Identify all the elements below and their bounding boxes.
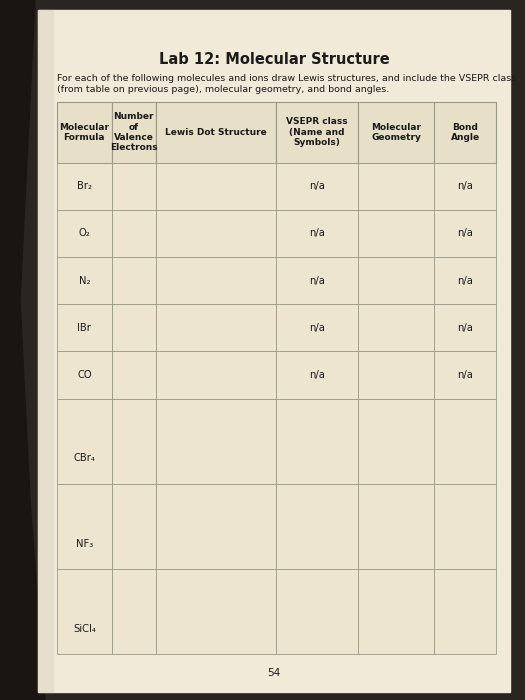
Bar — [276, 351, 358, 399]
Text: (from table on previous page), molecular geometry, and bond angles.: (from table on previous page), molecular… — [57, 85, 389, 94]
Bar — [276, 399, 358, 484]
Text: Bond
Angle: Bond Angle — [450, 122, 480, 142]
Bar — [434, 569, 496, 654]
Text: n/a: n/a — [457, 228, 473, 239]
Bar — [57, 304, 112, 351]
Bar — [155, 162, 276, 210]
Bar — [38, 10, 510, 692]
Text: n/a: n/a — [309, 323, 325, 333]
Bar — [358, 162, 434, 210]
Text: Number
of
Valence
Electrons: Number of Valence Electrons — [110, 112, 158, 153]
Bar — [57, 569, 112, 654]
Bar — [358, 257, 434, 304]
Text: n/a: n/a — [457, 370, 473, 380]
Bar — [112, 210, 155, 257]
Text: CBr₄: CBr₄ — [74, 454, 95, 463]
Text: Lab 12: Molecular Structure: Lab 12: Molecular Structure — [159, 52, 390, 67]
Bar — [112, 569, 155, 654]
Bar — [155, 257, 276, 304]
Bar — [358, 569, 434, 654]
Bar — [434, 162, 496, 210]
Bar — [57, 257, 112, 304]
Bar — [57, 162, 112, 210]
Text: Molecular
Geometry: Molecular Geometry — [371, 122, 421, 142]
Bar — [155, 304, 276, 351]
Text: N₂: N₂ — [79, 276, 90, 286]
Bar — [358, 484, 434, 569]
Bar — [155, 102, 276, 162]
Bar — [276, 102, 358, 162]
Polygon shape — [0, 0, 45, 700]
Text: 54: 54 — [267, 668, 281, 678]
Bar — [112, 399, 155, 484]
Bar — [358, 304, 434, 351]
Text: VSEPR class
(Name and
Symbols): VSEPR class (Name and Symbols) — [286, 118, 348, 147]
Bar — [276, 210, 358, 257]
Polygon shape — [38, 10, 53, 692]
Text: n/a: n/a — [309, 181, 325, 191]
Bar — [112, 484, 155, 569]
Text: n/a: n/a — [309, 370, 325, 380]
Text: NF₃: NF₃ — [76, 539, 93, 549]
Bar — [276, 569, 358, 654]
Text: CO: CO — [77, 370, 92, 380]
Bar — [358, 102, 434, 162]
Bar — [358, 399, 434, 484]
Bar — [57, 484, 112, 569]
Bar — [57, 102, 112, 162]
Bar — [112, 162, 155, 210]
Bar — [112, 102, 155, 162]
Text: Lewis Dot Structure: Lewis Dot Structure — [165, 128, 267, 136]
Bar — [57, 399, 112, 484]
Bar — [358, 210, 434, 257]
Text: n/a: n/a — [309, 276, 325, 286]
Bar — [57, 351, 112, 399]
Bar — [155, 569, 276, 654]
Bar — [434, 257, 496, 304]
Bar — [276, 304, 358, 351]
Bar — [112, 351, 155, 399]
Bar — [434, 102, 496, 162]
Bar — [276, 257, 358, 304]
Text: n/a: n/a — [457, 181, 473, 191]
Bar — [276, 484, 358, 569]
Bar — [434, 484, 496, 569]
Bar — [57, 210, 112, 257]
Text: IBr: IBr — [77, 323, 91, 333]
Text: n/a: n/a — [309, 228, 325, 239]
Bar — [358, 351, 434, 399]
Bar — [155, 351, 276, 399]
Bar — [434, 304, 496, 351]
Bar — [155, 399, 276, 484]
Text: O₂: O₂ — [78, 228, 90, 239]
Bar — [434, 351, 496, 399]
Text: For each of the following molecules and ions draw Lewis structures, and include : For each of the following molecules and … — [57, 74, 516, 83]
Text: n/a: n/a — [457, 323, 473, 333]
Bar — [434, 210, 496, 257]
Text: SiCl₄: SiCl₄ — [73, 624, 96, 634]
Bar — [276, 162, 358, 210]
Text: Molecular
Formula: Molecular Formula — [59, 122, 109, 142]
Text: Br₂: Br₂ — [77, 181, 92, 191]
Bar — [434, 399, 496, 484]
Bar — [155, 484, 276, 569]
Bar — [112, 304, 155, 351]
Text: n/a: n/a — [457, 276, 473, 286]
Bar — [112, 257, 155, 304]
Bar — [155, 210, 276, 257]
